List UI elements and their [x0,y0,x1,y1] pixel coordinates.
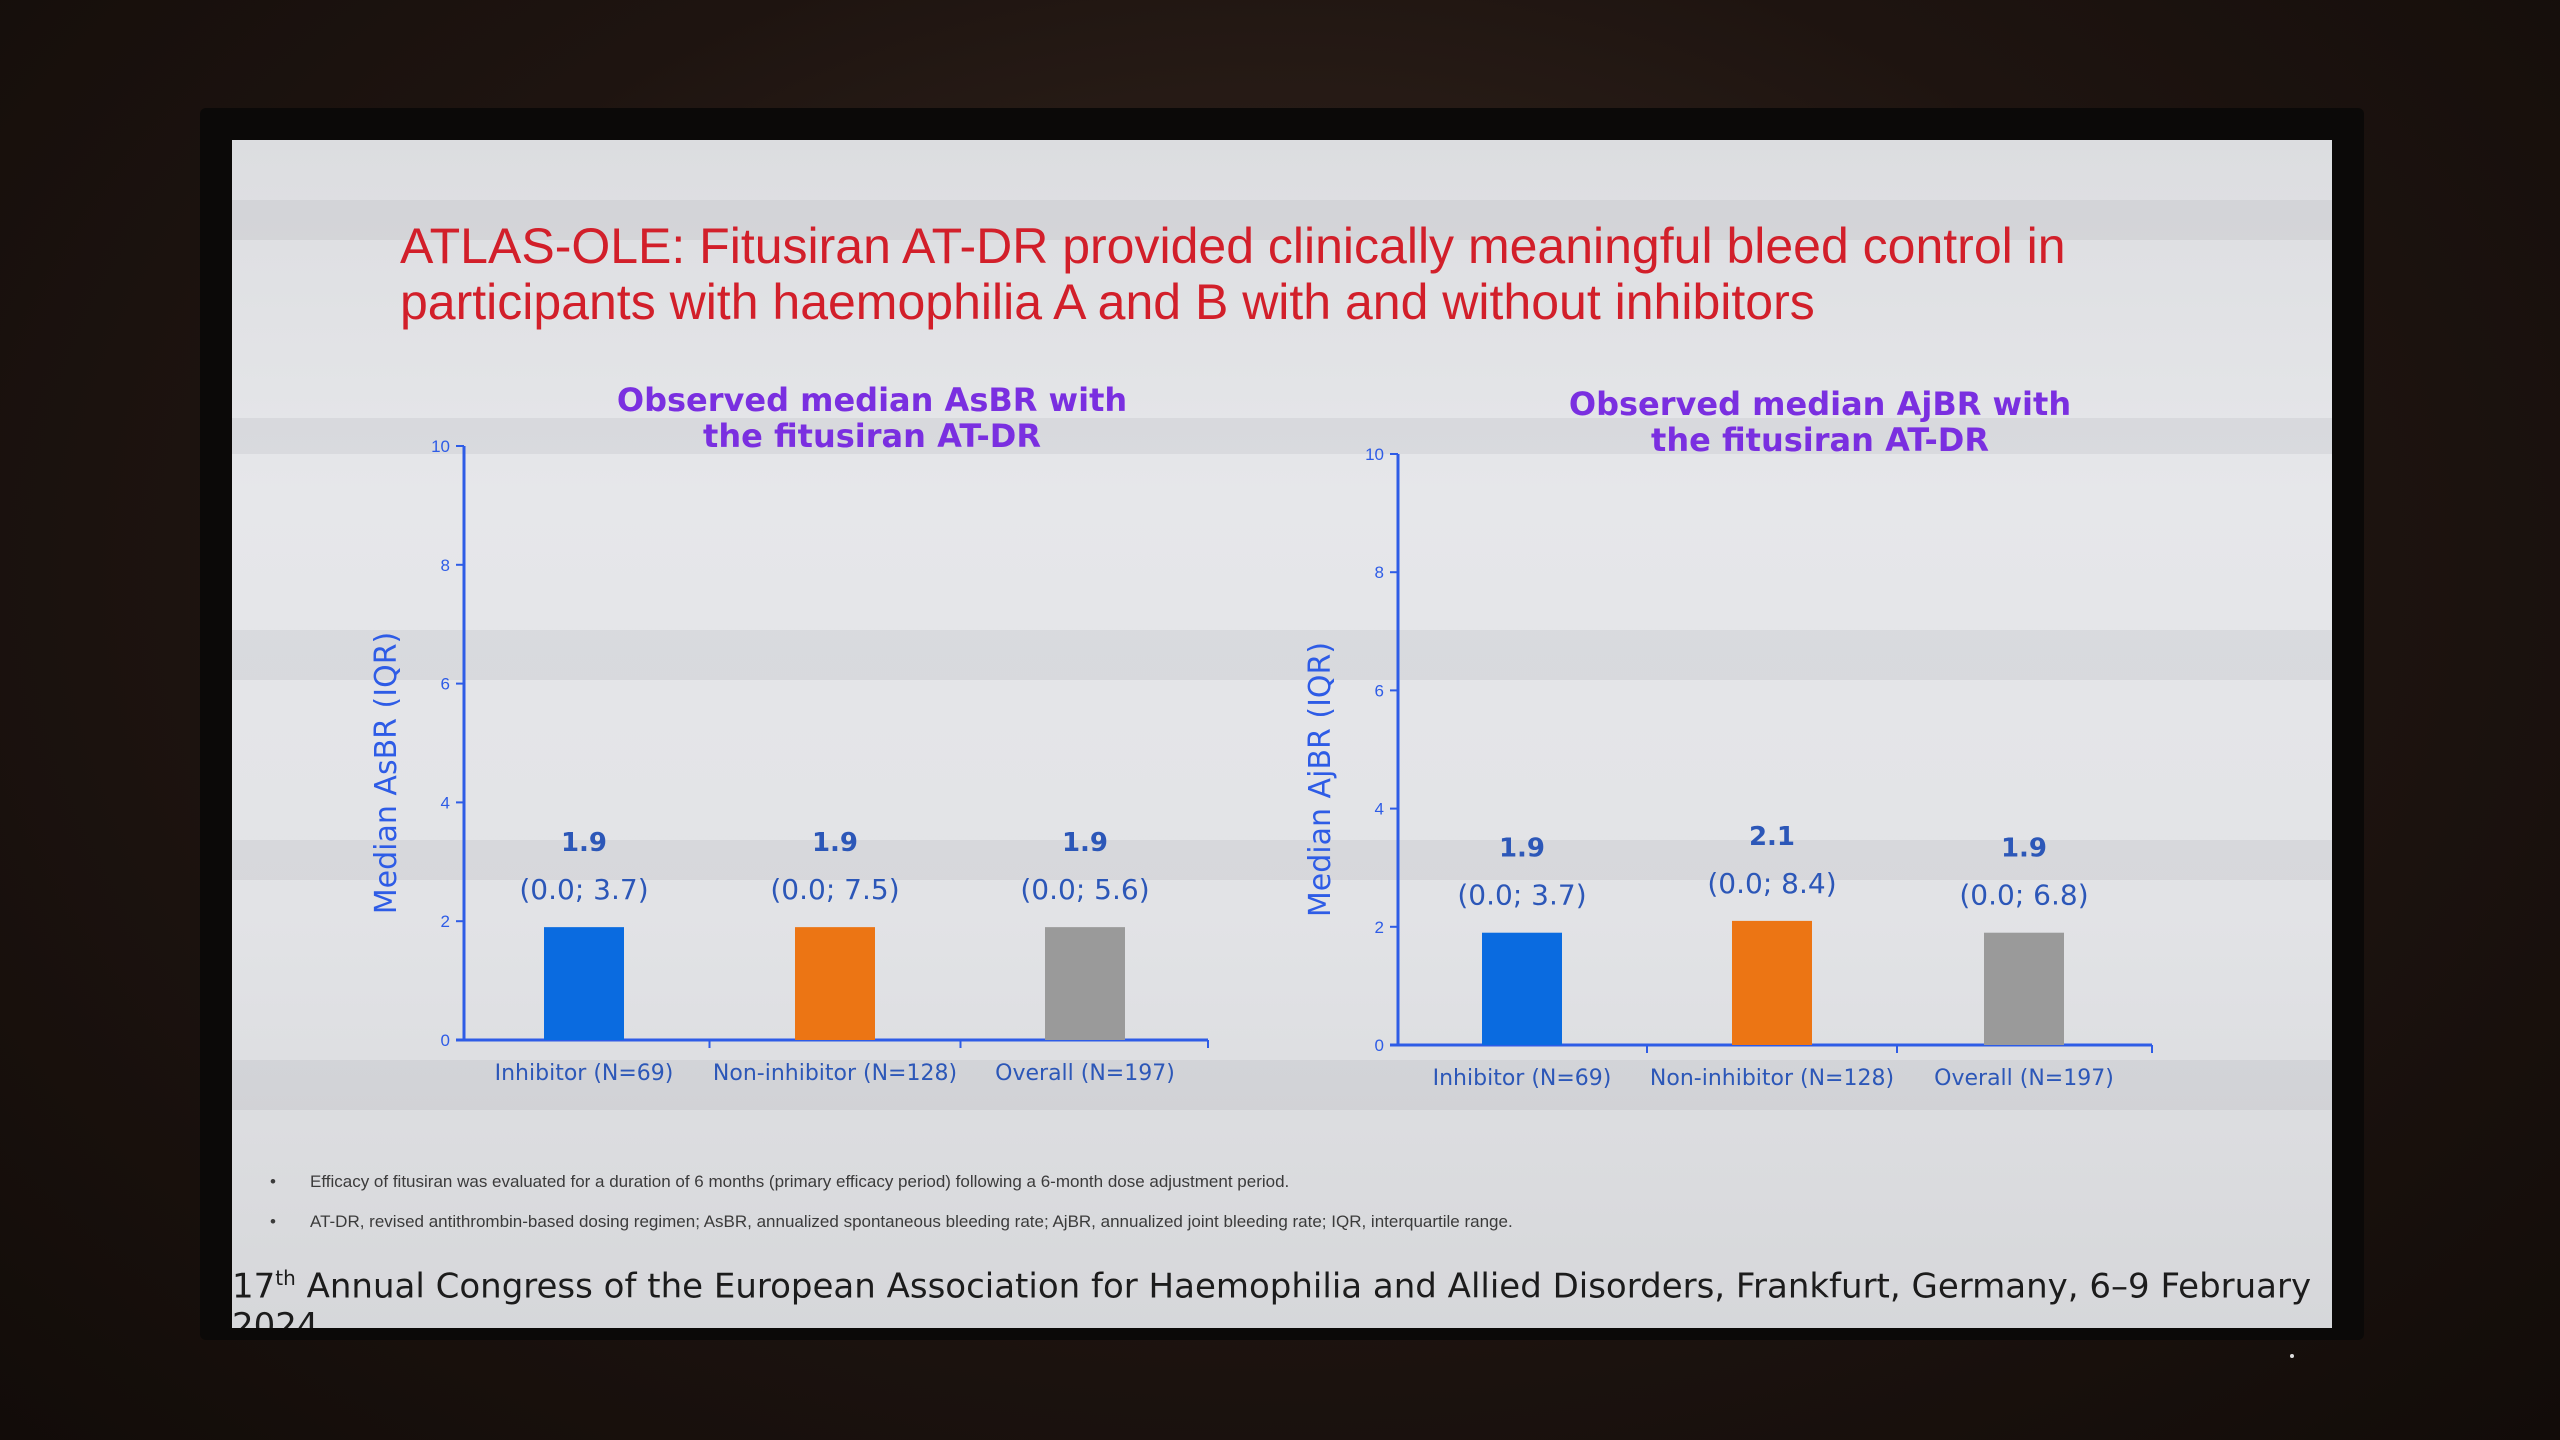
status-light [2290,1354,2294,1358]
screen-glare-band [232,200,2332,240]
y-tick-label: 6 [441,675,450,694]
data-label-value: 2.1 [1749,822,1795,852]
chart-asbr: 0 2 4 6 8 10 Median AsBR (IQR) 1.9 (0.0; 3.7) Inh… [369,437,1209,1086]
x-tick-label: Overall (N=197) [1934,1066,2114,1091]
congress-footer: 17th Annual Congress of the European Ass… [232,1266,2332,1328]
y-tick-label: 8 [441,556,450,575]
data-label-iqr: (0.0; 6.8) [1959,879,2088,912]
screen-glare-band [232,840,2332,880]
y-tick-label: 0 [1375,1036,1384,1055]
congress-text: Annual Congress of the European Associat… [232,1266,2312,1328]
y-tick-label: 2 [441,912,450,931]
x-tick-label: Overall (N=197) [995,1061,1175,1086]
footnote-text: AT-DR, revised antithrombin-based dosing… [310,1212,1513,1231]
bar [1045,927,1125,1040]
data-label-iqr: (0.0; 3.7) [519,873,648,906]
footnote-1: • Efficacy of fitusiran was evaluated for… [270,1172,1289,1192]
y-tick-label: 8 [1375,563,1384,582]
x-tick-label: Non-inhibitor (N=128) [713,1061,957,1086]
y-tick-label: 0 [441,1031,450,1050]
data-label-iqr: (0.0; 5.6) [1020,873,1149,906]
y-axis-label: Median AjBR (IQR) [1303,642,1338,917]
y-tick-label: 4 [441,793,450,812]
x-tick-label: Non-inhibitor (N=128) [1650,1066,1894,1091]
data-label-value: 1.9 [1499,834,1545,864]
slide-title: ATLAS-OLE: Fitusiran AT-DR provided clin… [400,218,2066,330]
y-tick-label: 2 [1375,918,1384,937]
data-label-iqr: (0.0; 8.4) [1707,867,1836,900]
slide-screen: ATLAS-OLE: Fitusiran AT-DR provided clin… [232,140,2332,1328]
y-tick-label: 10 [431,437,450,456]
bullet-icon: • [270,1212,276,1231]
chart-title-ajbr: Observed median AjBR with the fitusiran … [1568,385,2072,459]
bar [1984,932,2064,1045]
bar [544,927,624,1040]
x-tick-label: Inhibitor (N=69) [1433,1066,1612,1091]
y-axis-label: Median AsBR (IQR) [369,632,404,914]
chart-ajbr: 0 2 4 6 8 10 Median AjBR (IQR) 1.9 (0.0; 3.7) Inh… [1303,445,2153,1091]
data-label-iqr: (0.0; 3.7) [1457,879,1586,912]
congress-ordinal-suffix: th [275,1266,296,1290]
screen-glare-band [232,1060,2332,1110]
y-tick-label: 10 [1365,445,1384,464]
y-tick-label: 6 [1375,681,1384,700]
y-tick-label: 4 [1375,800,1384,819]
congress-ordinal: 17 [232,1266,276,1307]
data-label-value: 1.9 [812,828,858,858]
data-label-value: 1.9 [2001,834,2047,864]
bar [795,927,875,1040]
bullet-icon: • [270,1172,276,1191]
screen-glare-band [232,418,2332,454]
footnote-text: Efficacy of fitusiran was evaluated for … [310,1172,1290,1191]
footnote-2: • AT-DR, revised antithrombin-based dosin… [270,1212,1513,1232]
bar [1732,920,1812,1045]
data-label-value: 1.9 [561,828,607,858]
data-label-iqr: (0.0; 7.5) [770,873,899,906]
screen-glare-band [232,630,2332,680]
data-label-value: 1.9 [1062,828,1108,858]
x-tick-label: Inhibitor (N=69) [495,1061,674,1086]
chart-title-asbr: Observed median AsBR with the fitusiran … [616,381,1128,455]
bar [1482,932,1562,1045]
